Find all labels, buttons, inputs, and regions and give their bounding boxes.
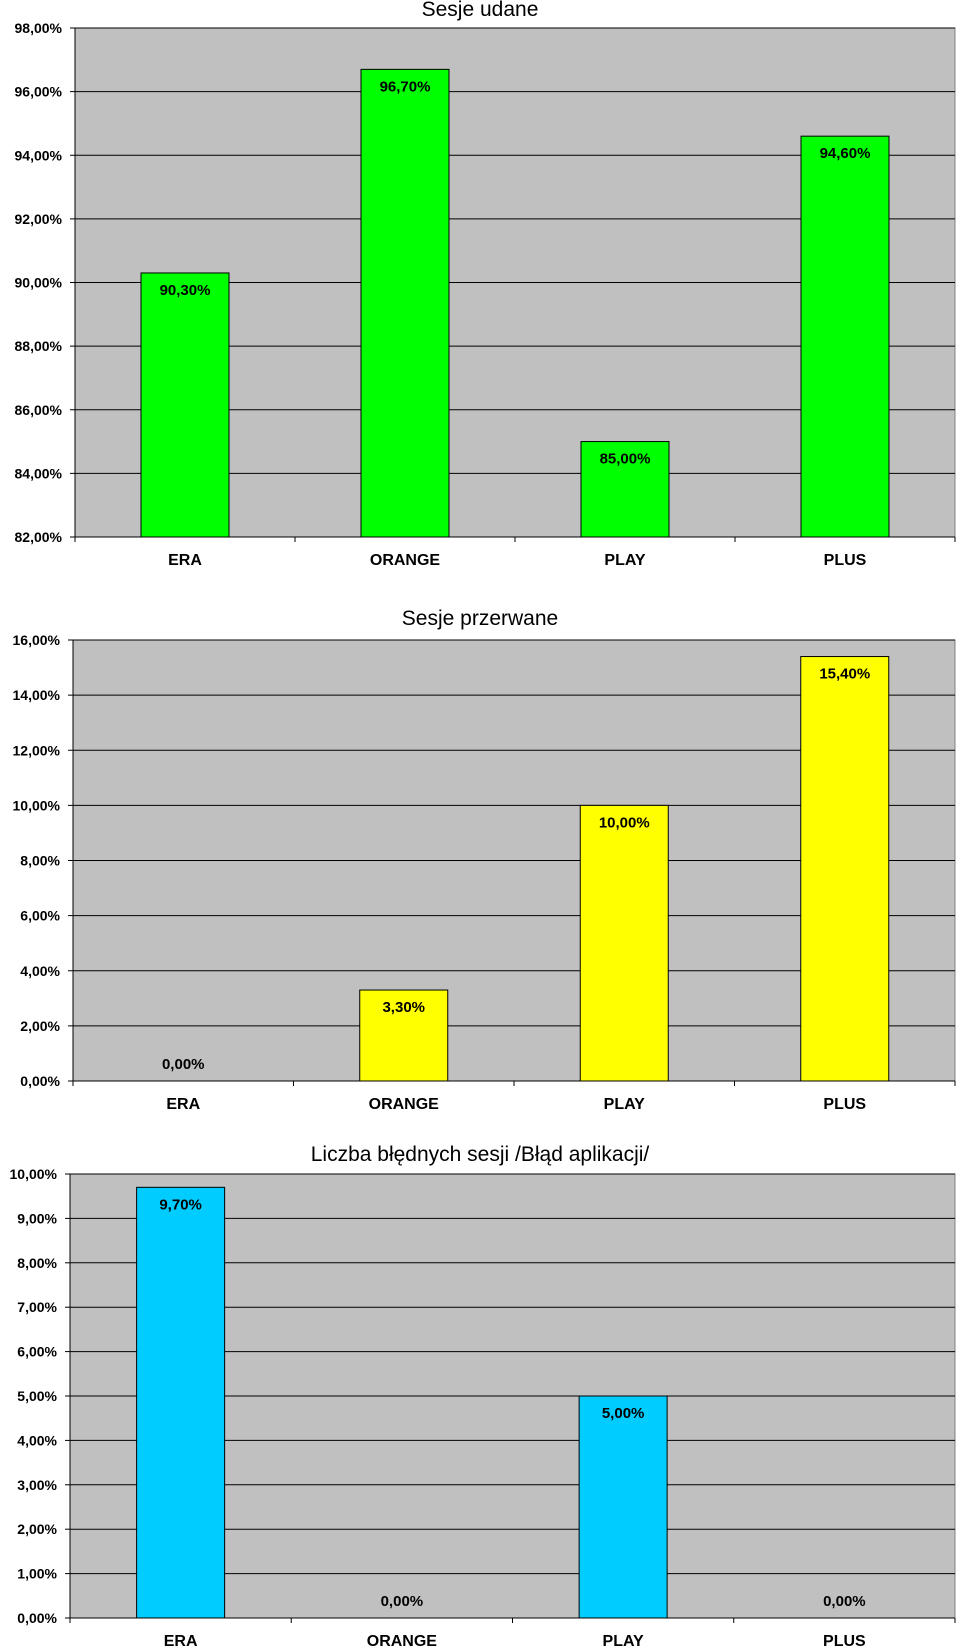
y-tick-label: 4,00% [17, 1432, 57, 1448]
data-label: 9,70% [159, 1196, 202, 1213]
y-tick-label: 2,00% [20, 1018, 60, 1034]
y-tick-label: 14,00% [13, 687, 61, 703]
y-tick-label: 8,00% [20, 853, 60, 869]
data-label: 0,00% [823, 1593, 866, 1610]
bar-orange [360, 68, 450, 538]
y-tick-label: 86,00% [15, 402, 63, 418]
y-tick-label: 0,00% [20, 1073, 60, 1089]
bar-plus [800, 656, 890, 1082]
data-label: 94,60% [820, 145, 871, 162]
data-label: 0,00% [162, 1056, 205, 1073]
y-tick-label: 1,00% [17, 1566, 57, 1582]
data-label: 90,30% [160, 282, 211, 299]
y-tick-label: 16,00% [13, 632, 61, 648]
bar-orange [359, 989, 449, 1082]
y-tick-label: 3,00% [17, 1477, 57, 1493]
y-tick-label: 12,00% [13, 742, 61, 758]
category-label: PLUS [823, 1633, 866, 1650]
chart-title: Liczba błędnych sesji /Błąd aplikacji/ [310, 1143, 650, 1166]
category-label: PLAY [604, 1096, 646, 1113]
category-label: ERA [164, 1633, 198, 1650]
y-tick-label: 10,00% [10, 1166, 58, 1182]
bar-era [140, 272, 230, 538]
bar-play [579, 804, 669, 1082]
y-tick-label: 82,00% [15, 529, 63, 545]
chart-title: Sesje przerwane [401, 607, 559, 630]
category-label: PLAY [604, 552, 646, 569]
bar-era [136, 1186, 226, 1619]
category-label: PLUS [823, 1096, 866, 1113]
data-label: 85,00% [600, 451, 651, 468]
chart-sesje-udane: Sesje udane 82,00% 84,00% 86,00% 88,00% 90,0… [0, 0, 960, 580]
category-label: ERA [166, 1096, 200, 1113]
y-tick-label: 84,00% [15, 465, 63, 481]
y-tick-label: 2,00% [17, 1521, 57, 1537]
y-tick-label: 4,00% [20, 963, 60, 979]
category-label: ORANGE [367, 1633, 438, 1650]
y-tick-label: 8,00% [17, 1255, 57, 1271]
y-tick-label: 92,00% [15, 211, 63, 227]
y-tick-label: 98,00% [15, 20, 63, 36]
bar-play [580, 441, 670, 538]
y-tick-label: 10,00% [13, 797, 61, 813]
bar-plus [800, 135, 890, 538]
category-label: PLAY [603, 1633, 645, 1650]
y-tick-label: 9,00% [17, 1210, 57, 1226]
data-label: 3,30% [382, 999, 425, 1016]
y-tick-label: 94,00% [15, 147, 63, 163]
y-tick-label: 96,00% [15, 84, 63, 100]
data-label: 96,70% [380, 78, 431, 95]
y-tick-label: 5,00% [17, 1388, 57, 1404]
data-label: 0,00% [381, 1593, 424, 1610]
category-label: ORANGE [369, 1096, 440, 1113]
chart-svg: 82,00% 84,00% 86,00% 88,00% 90,00% 92,00% 94,0… [15, 20, 956, 569]
bar-play [578, 1395, 668, 1619]
chart-title: Sesje udane [421, 0, 539, 21]
category-label: ERA [168, 552, 202, 569]
data-label: 5,00% [602, 1405, 645, 1422]
y-tick-label: 88,00% [15, 338, 63, 354]
category-label: ORANGE [370, 552, 441, 569]
data-label: 15,40% [819, 666, 870, 683]
y-tick-label: 7,00% [17, 1299, 57, 1315]
chart-sesje-przerwane: Sesje przerwane 0,00% 2,00% 4,00% 6,00% 8,00… [13, 607, 956, 1113]
y-tick-label: 6,00% [17, 1344, 57, 1360]
y-tick-label: 6,00% [20, 908, 60, 924]
chart-svg: 0,00% 2,00% 4,00% 6,00% 8,00% 10,00% 12,00% 14,… [13, 632, 956, 1113]
y-tick-label: 0,00% [17, 1610, 57, 1626]
data-label: 10,00% [599, 814, 650, 831]
y-tick-label: 90,00% [15, 275, 63, 291]
category-label: PLUS [824, 552, 867, 569]
